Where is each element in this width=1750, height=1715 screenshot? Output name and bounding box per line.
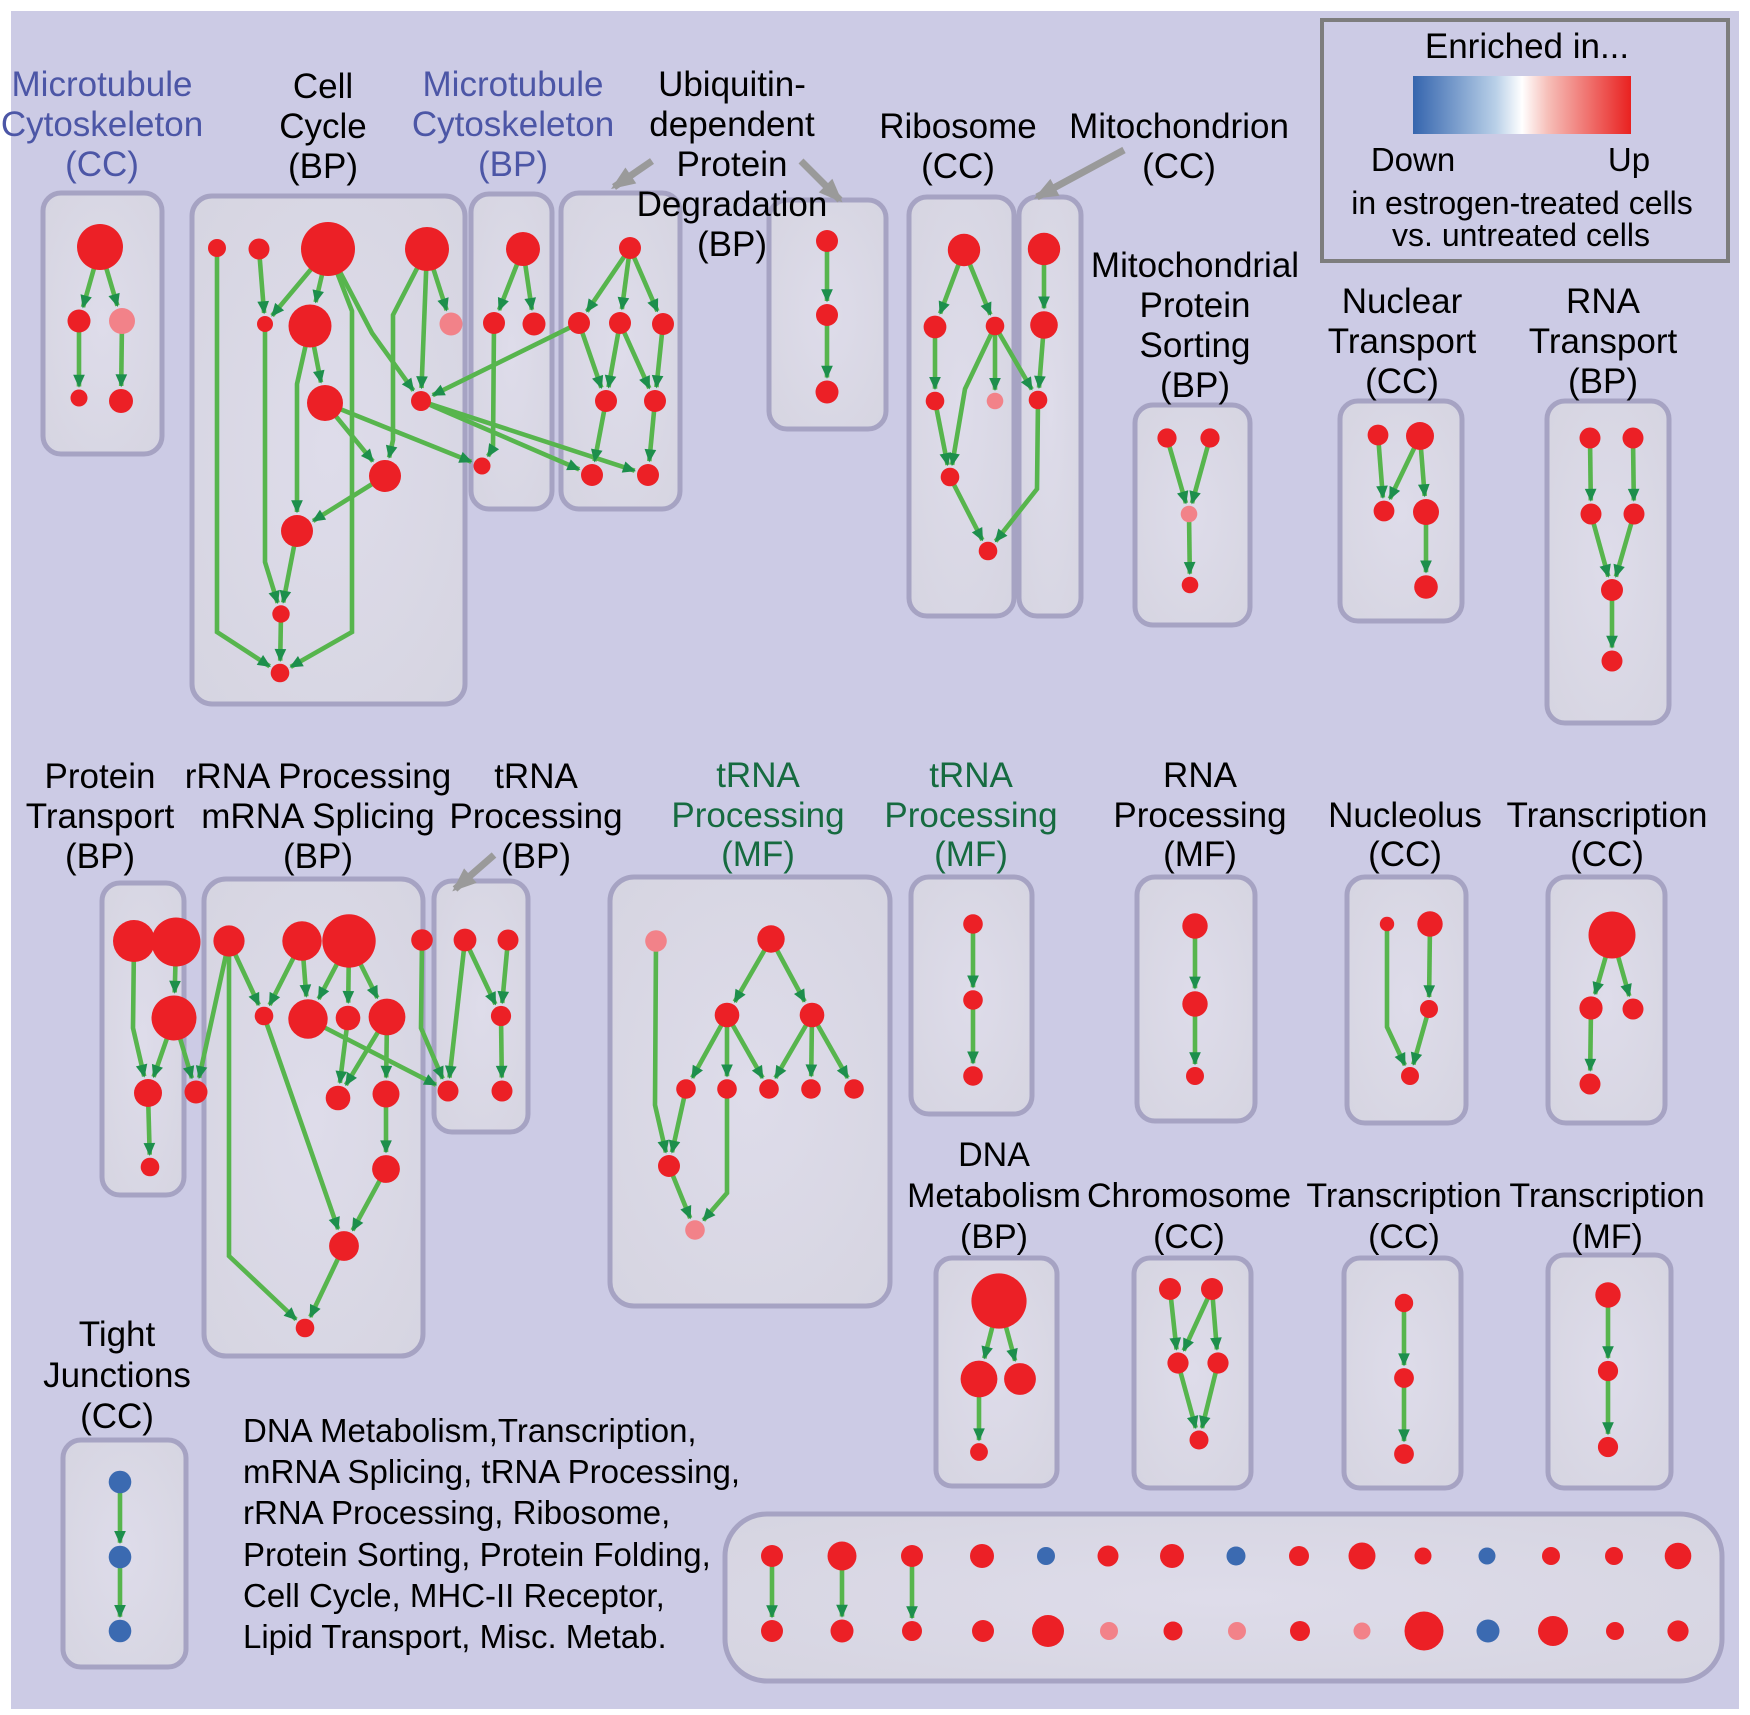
svg-text:Processing: Processing	[671, 796, 844, 835]
svg-text:Nucleolus: Nucleolus	[1328, 796, 1482, 835]
svg-text:(CC): (CC)	[1368, 835, 1442, 874]
svg-text:Enriched in...: Enriched in...	[1425, 27, 1629, 66]
svg-text:Processing: Processing	[449, 797, 622, 836]
svg-text:tRNA: tRNA	[494, 757, 578, 796]
svg-text:RNA: RNA	[1163, 756, 1238, 795]
svg-text:(BP): (BP)	[697, 225, 767, 264]
svg-text:Transcription: Transcription	[1509, 1177, 1704, 1215]
svg-text:Microtubule: Microtubule	[423, 65, 604, 104]
svg-text:DNA Metabolism,Transcription,: DNA Metabolism,Transcription,	[243, 1412, 697, 1449]
svg-text:Ubiquitin-: Ubiquitin-	[658, 65, 806, 104]
svg-text:(BP): (BP)	[501, 837, 571, 876]
svg-text:Mitochondrion: Mitochondrion	[1069, 107, 1289, 146]
svg-text:Microtubule: Microtubule	[12, 65, 193, 104]
svg-text:tRNA: tRNA	[929, 756, 1013, 795]
svg-text:RNA: RNA	[1566, 282, 1641, 321]
svg-text:Transcription: Transcription	[1306, 1177, 1501, 1215]
svg-text:Ribosome: Ribosome	[879, 107, 1037, 146]
svg-text:Protein Sorting, Protein Foldi: Protein Sorting, Protein Folding,	[243, 1536, 711, 1573]
svg-text:in estrogen-treated cells: in estrogen-treated cells	[1351, 185, 1693, 221]
svg-text:(CC): (CC)	[1365, 362, 1439, 401]
svg-text:DNA: DNA	[958, 1136, 1030, 1174]
svg-text:mRNA Splicing: mRNA Splicing	[201, 797, 434, 836]
svg-text:(CC): (CC)	[1570, 835, 1644, 874]
svg-text:(BP): (BP)	[288, 147, 358, 186]
svg-text:(CC): (CC)	[1153, 1218, 1225, 1256]
svg-text:rRNA Processing, Ribosome,: rRNA Processing, Ribosome,	[243, 1494, 670, 1531]
svg-text:Mitochondrial: Mitochondrial	[1091, 246, 1299, 285]
svg-text:(CC): (CC)	[65, 145, 139, 184]
svg-text:(MF): (MF)	[934, 835, 1008, 874]
svg-text:Sorting: Sorting	[1140, 326, 1251, 365]
svg-text:(MF): (MF)	[1571, 1218, 1643, 1256]
svg-text:Chromosome: Chromosome	[1087, 1177, 1291, 1215]
svg-text:(BP): (BP)	[1160, 366, 1230, 405]
svg-text:Lipid Transport, Misc. Metab.: Lipid Transport, Misc. Metab.	[243, 1618, 667, 1655]
svg-text:tRNA: tRNA	[716, 756, 800, 795]
svg-text:Nuclear: Nuclear	[1342, 282, 1463, 321]
svg-text:Protein: Protein	[1140, 286, 1251, 325]
svg-text:Transport: Transport	[26, 797, 175, 836]
svg-text:(CC): (CC)	[921, 147, 995, 186]
svg-text:Protein: Protein	[45, 757, 156, 796]
svg-text:(BP): (BP)	[283, 837, 353, 876]
svg-text:Metabolism: Metabolism	[907, 1177, 1081, 1215]
svg-text:(BP): (BP)	[65, 837, 135, 876]
svg-text:Cytoskeleton: Cytoskeleton	[1, 105, 203, 144]
svg-text:Processing: Processing	[884, 796, 1057, 835]
svg-text:vs. untreated cells: vs. untreated cells	[1392, 217, 1650, 253]
svg-text:Down: Down	[1371, 141, 1455, 178]
svg-text:(MF): (MF)	[1163, 835, 1237, 874]
svg-text:(BP): (BP)	[960, 1218, 1028, 1256]
svg-text:(CC): (CC)	[1368, 1218, 1440, 1256]
svg-text:Transport: Transport	[1328, 322, 1477, 361]
svg-text:Cell: Cell	[293, 67, 353, 106]
svg-text:(MF): (MF)	[721, 835, 795, 874]
svg-text:Degradation: Degradation	[637, 185, 828, 224]
svg-text:Transport: Transport	[1529, 322, 1678, 361]
svg-text:(BP): (BP)	[1568, 362, 1638, 401]
svg-text:Processing: Processing	[1113, 796, 1286, 835]
svg-text:Up: Up	[1608, 141, 1650, 178]
svg-text:(BP): (BP)	[478, 145, 548, 184]
svg-text:Transcription: Transcription	[1507, 796, 1708, 835]
svg-text:dependent: dependent	[649, 105, 815, 144]
svg-text:rRNA Processing: rRNA Processing	[185, 757, 451, 796]
svg-text:(CC): (CC)	[80, 1397, 154, 1436]
svg-text:Cytoskeleton: Cytoskeleton	[412, 105, 614, 144]
svg-text:mRNA Splicing, tRNA Processing: mRNA Splicing, tRNA Processing,	[243, 1453, 740, 1490]
svg-text:(CC): (CC)	[1142, 147, 1216, 186]
svg-text:Cell Cycle, MHC-II Receptor,: Cell Cycle, MHC-II Receptor,	[243, 1577, 665, 1614]
svg-text:Tight: Tight	[79, 1315, 156, 1354]
svg-text:Cycle: Cycle	[279, 107, 367, 146]
svg-text:Protein: Protein	[677, 145, 788, 184]
svg-text:Junctions: Junctions	[43, 1356, 191, 1395]
